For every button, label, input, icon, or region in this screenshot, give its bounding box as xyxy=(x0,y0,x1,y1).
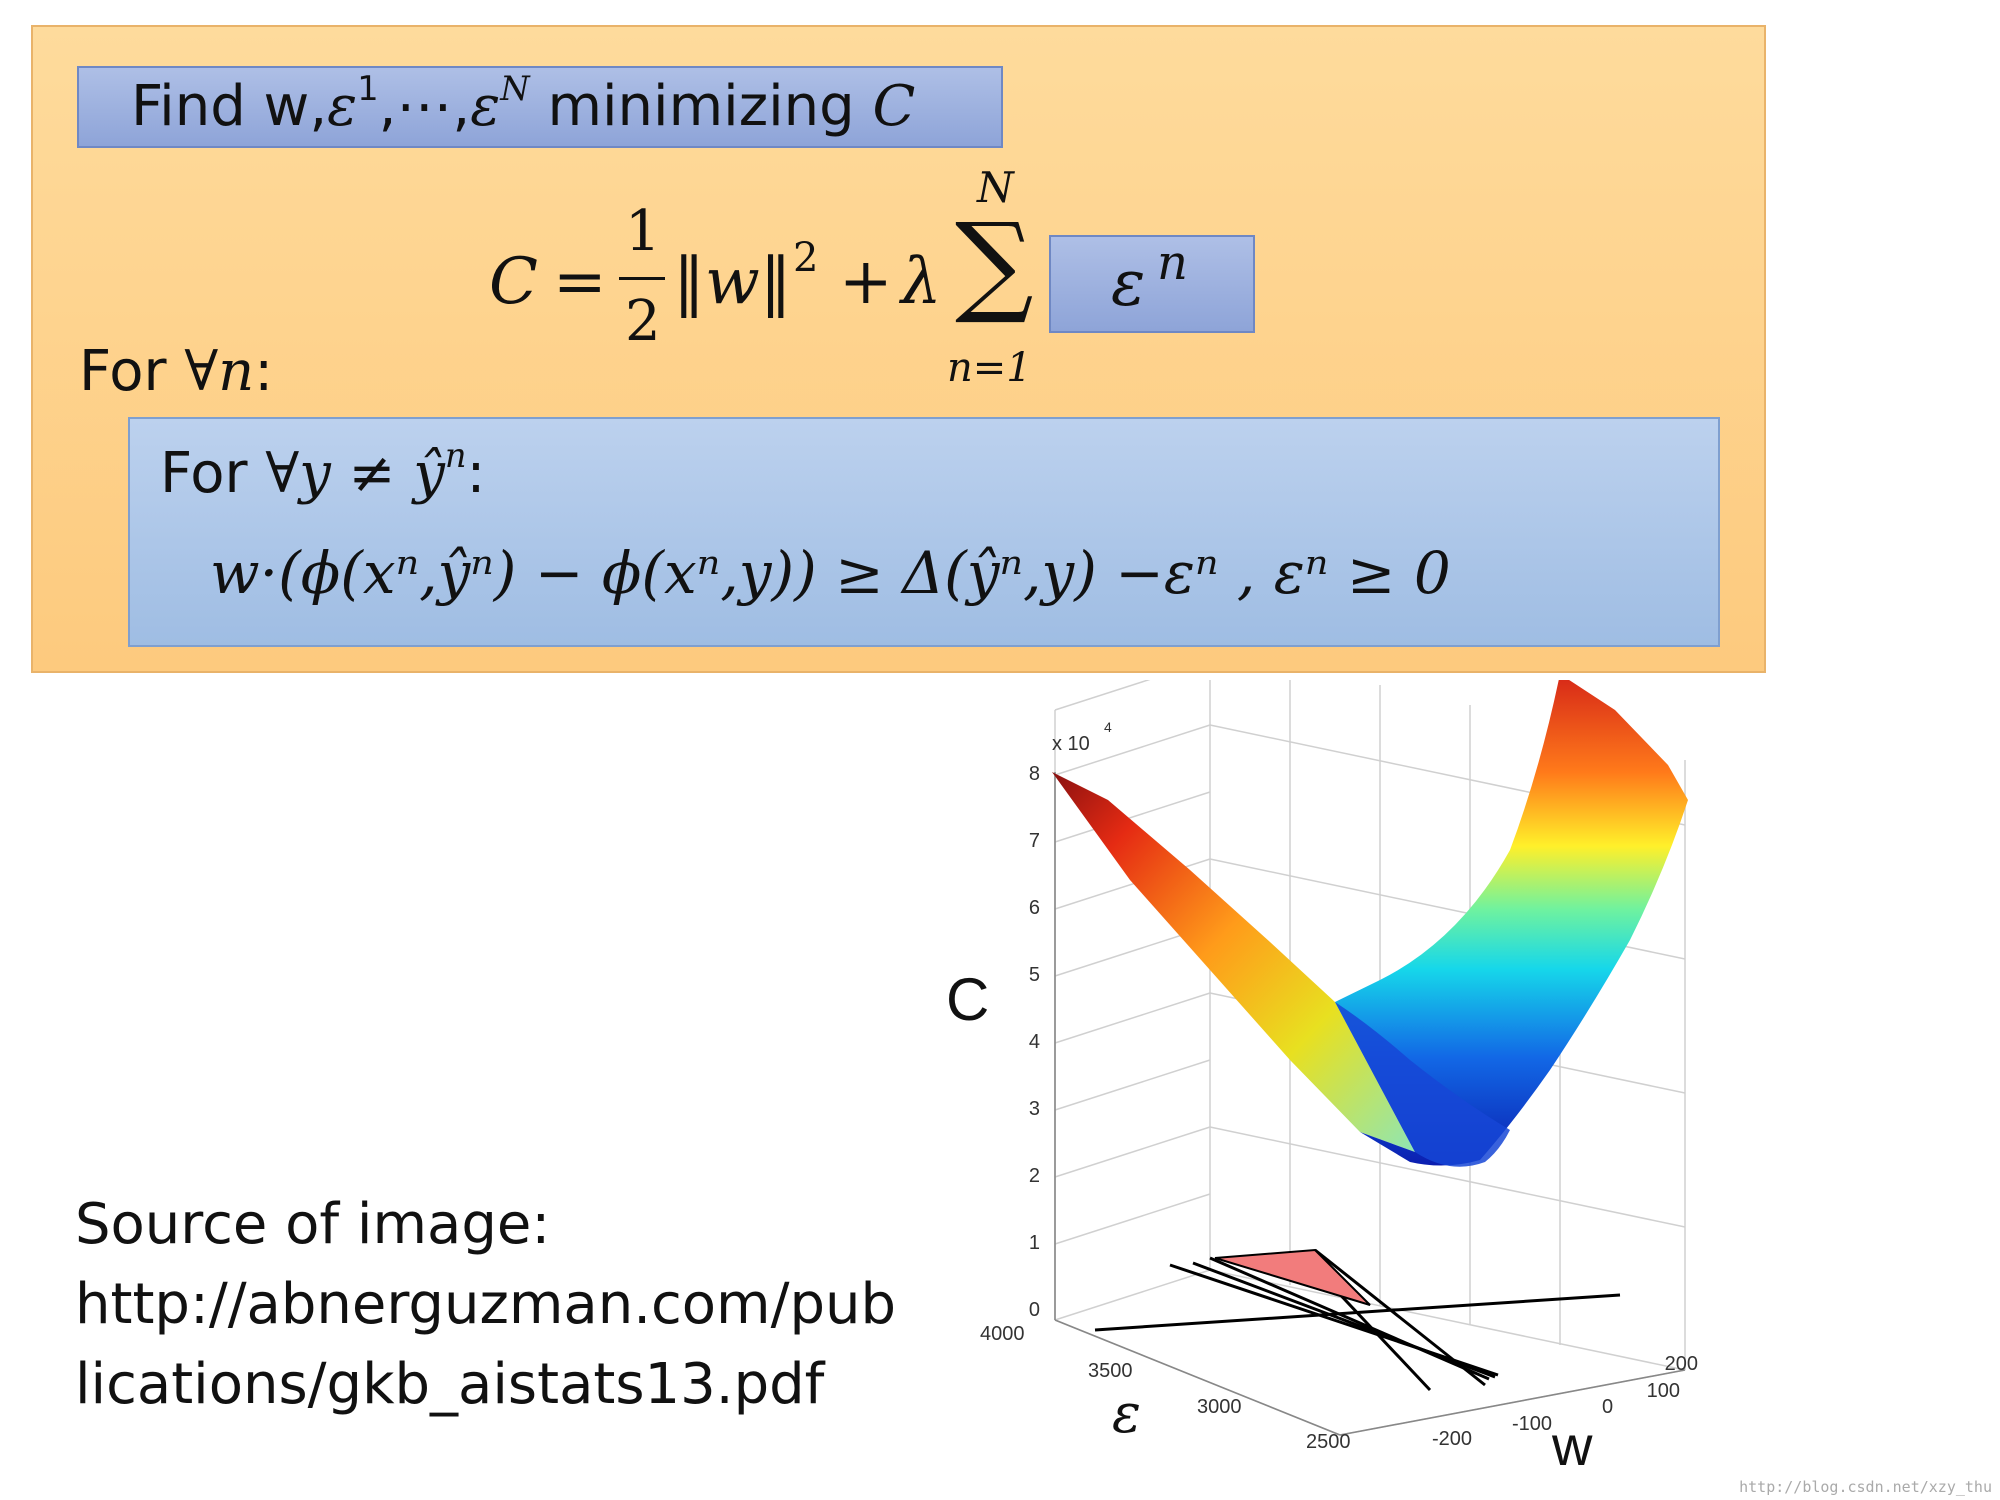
fraction-bar xyxy=(619,277,665,280)
svg-text:2: 2 xyxy=(1029,1165,1040,1187)
surface-plot: 8 7 6 5 4 3 2 1 0 x 10 4 4000 3500 3000 … xyxy=(946,680,1698,1470)
epsilon-axis-label: ε xyxy=(1112,1382,1141,1445)
source-line-1: Source of image: xyxy=(75,1192,551,1257)
surface-valley-face xyxy=(1335,1002,1510,1167)
w-axis-label: w xyxy=(1551,1414,1593,1470)
w-axis-ticks: -200 -100 0 100 200 xyxy=(1432,1353,1698,1450)
feasible-region xyxy=(1214,1248,1371,1306)
svg-text:3500: 3500 xyxy=(1088,1360,1133,1382)
svg-text:2500: 2500 xyxy=(1306,1431,1351,1453)
formula-panel: Find w,ε1,⋯,εN minimizing C C = 1 2 ‖w‖ … xyxy=(31,25,1766,673)
svg-text:-200: -200 xyxy=(1432,1428,1472,1450)
watermark: http://blog.csdn.net/xzy_thu xyxy=(1739,1478,1992,1496)
source-line-3: lications/gkb_aistats13.pdf xyxy=(75,1352,825,1417)
z-exponent: 4 xyxy=(1104,719,1112,735)
surface-left-face xyxy=(1052,772,1415,1152)
svg-text:6: 6 xyxy=(1029,897,1040,919)
axis-lines xyxy=(1054,772,1686,1436)
svg-text:4000: 4000 xyxy=(980,1323,1025,1345)
svg-text:7: 7 xyxy=(1029,830,1040,852)
svg-text:100: 100 xyxy=(1647,1380,1680,1402)
for-all-n: For ∀n: xyxy=(79,339,274,404)
epsilon-axis-ticks: 4000 3500 3000 2500 xyxy=(980,1323,1351,1453)
z-multiplier: x 10 xyxy=(1052,733,1090,755)
svg-text:-100: -100 xyxy=(1512,1413,1552,1435)
z-axis-label: C xyxy=(946,966,989,1033)
find-text: Find w,ε1,⋯,εN minimizing C xyxy=(131,68,916,139)
svg-text:1: 1 xyxy=(1029,1232,1040,1254)
svg-text:3000: 3000 xyxy=(1197,1396,1242,1418)
svg-text:3: 3 xyxy=(1029,1098,1040,1120)
find-box: Find w,ε1,⋯,εN minimizing C xyxy=(77,66,1003,148)
surface-main-face xyxy=(1335,680,1688,1166)
svg-text:200: 200 xyxy=(1665,1353,1698,1375)
svg-text:8: 8 xyxy=(1029,763,1040,785)
constraint-box: For ∀y ≠ ŷn: w·(ϕ(xⁿ,ŷⁿ) − ϕ(xⁿ,y)) ≥ Δ(… xyxy=(128,417,1720,647)
svg-text:4: 4 xyxy=(1029,1031,1040,1053)
svg-text:0: 0 xyxy=(1602,1396,1613,1418)
image-source: Source of image: http://abnerguzman.com/… xyxy=(75,1185,896,1425)
constraint-line2: w·(ϕ(xⁿ,ŷⁿ) − ϕ(xⁿ,y)) ≥ Δ(ŷⁿ,y) −εⁿ , ε… xyxy=(210,539,1451,607)
svg-text:0: 0 xyxy=(1029,1299,1040,1321)
constraint-lines xyxy=(1094,1248,1621,1392)
epsilon-box: ε n xyxy=(1049,235,1255,333)
constraint-line1: For ∀y ≠ ŷn: xyxy=(160,435,486,506)
svg-text:5: 5 xyxy=(1029,964,1040,986)
source-line-2: http://abnerguzman.com/pub xyxy=(75,1272,897,1337)
z-axis-ticks: 8 7 6 5 4 3 2 1 0 xyxy=(1029,763,1040,1321)
